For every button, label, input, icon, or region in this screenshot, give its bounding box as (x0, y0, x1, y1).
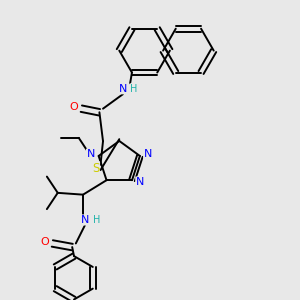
Text: H: H (130, 84, 137, 94)
Text: H: H (93, 215, 100, 225)
Text: N: N (119, 84, 127, 94)
Text: S: S (92, 162, 100, 175)
Text: O: O (41, 237, 50, 247)
Text: N: N (136, 177, 144, 187)
Text: N: N (81, 215, 89, 225)
Text: N: N (144, 149, 152, 159)
Text: N: N (86, 149, 95, 159)
Text: O: O (70, 102, 79, 112)
